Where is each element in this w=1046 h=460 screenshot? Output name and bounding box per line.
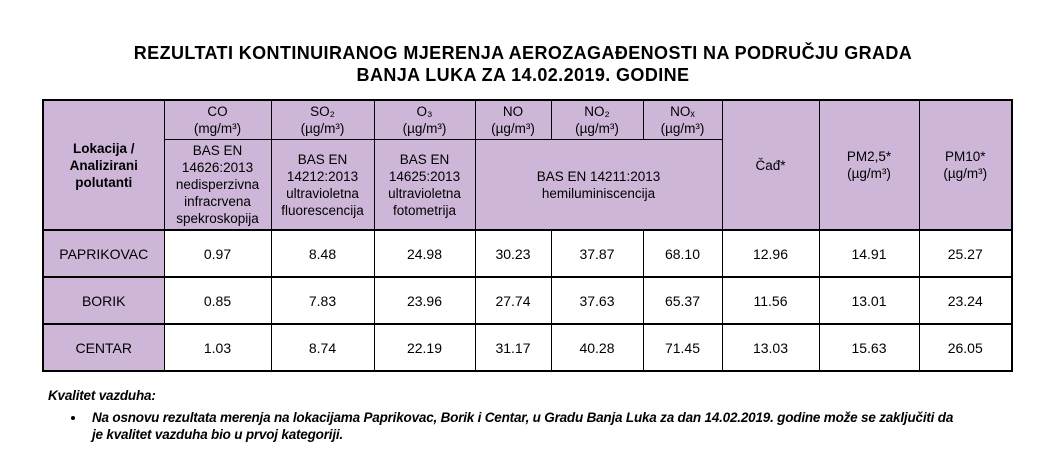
pollutant-unit: (µg/m³) — [660, 121, 705, 136]
pollutant-unit: (µg/m³) — [491, 121, 535, 136]
col-header-cadj: Čađ* — [721, 99, 820, 231]
pollutant-unit: (mg/m³) — [193, 121, 242, 136]
value-cell: 30.23 — [474, 229, 552, 278]
value-cell: 25.27 — [918, 229, 1013, 278]
pollutant-unit: (µg/m³) — [402, 121, 447, 136]
value-cell: 23.96 — [373, 276, 476, 325]
method-cell-nox-group: BAS EN 14211:2013 hemiluminiscencija — [474, 139, 723, 231]
table-row-centar: CENTAR 1.03 8.74 22.19 31.17 40.28 71.45… — [42, 323, 1013, 372]
value-cell: 13.01 — [818, 276, 920, 325]
air-quality-table: Lokacija / Analizirani polutanti CO (mg/… — [42, 99, 1013, 372]
value-cell: 23.24 — [918, 276, 1013, 325]
value-cell: 0.85 — [163, 276, 272, 325]
pollutant-unit: (µg/m³) — [300, 121, 345, 136]
pollutant-name: NO₂ — [584, 104, 610, 119]
method-text: BAS EN 14211:2013 hemiluminiscencija — [536, 168, 661, 201]
col-header-co: CO (mg/m³) — [163, 99, 272, 140]
pollutant-name: NOₓ — [670, 104, 695, 119]
summary-list: Na osnovu rezultata merenja na lokacijam… — [48, 409, 1046, 443]
location-cell: BORIK — [42, 276, 165, 325]
value-cell: 26.05 — [918, 323, 1013, 372]
value-cell: 14.91 — [818, 229, 920, 278]
method-cell-co: BAS EN 14626:2013 nedisperzivna infracrv… — [163, 139, 272, 231]
value-cell: 8.48 — [270, 229, 375, 278]
pollutant-name: PM10* — [944, 149, 986, 164]
summary-heading: Kvalitet vazduha: — [48, 388, 156, 403]
value-cell: 40.28 — [550, 323, 644, 372]
pollutant-unit: (µg/m³) — [847, 166, 891, 181]
col-header-nox: NOₓ (µg/m³) — [642, 99, 723, 140]
page-title-line-2: BANJA LUKA ZA 14.02.2019. GODINE — [356, 65, 690, 85]
col-header-pm10: PM10* (µg/m³) — [918, 99, 1013, 231]
value-cell: 27.74 — [474, 276, 552, 325]
col-header-no2: NO₂ (µg/m³) — [550, 99, 644, 140]
value-cell: 15.63 — [818, 323, 920, 372]
page-title-line-1: REZULTATI KONTINUIRANOG MJERENJA AEROZAG… — [133, 43, 913, 63]
location-cell: CENTAR — [42, 323, 165, 372]
value-cell: 11.56 — [721, 276, 820, 325]
method-cell-so2: BAS EN 14212:2013 ultravioletna fluoresc… — [270, 139, 375, 231]
table-row-paprikovac: PAPRIKOVAC 0.97 8.48 24.98 30.23 37.87 6… — [42, 229, 1013, 278]
air-quality-summary: Kvalitet vazduha: Na osnovu rezultata me… — [48, 387, 1046, 443]
pollutant-name: PM2,5* — [846, 149, 892, 164]
value-cell: 37.87 — [550, 229, 644, 278]
value-cell: 68.10 — [642, 229, 723, 278]
page-title: REZULTATI KONTINUIRANOG MJERENJA AEROZAG… — [0, 0, 1046, 86]
table-row-borik: BORIK 0.85 7.83 23.96 27.74 37.63 65.37 … — [42, 276, 1013, 325]
value-cell: 65.37 — [642, 276, 723, 325]
col-header-o3: O₃ (µg/m³) — [373, 99, 476, 140]
summary-bullet: Na osnovu rezultata merenja na lokacijam… — [86, 409, 966, 443]
col-header-pm25: PM2,5* (µg/m³) — [818, 99, 920, 231]
value-cell: 24.98 — [373, 229, 476, 278]
value-cell: 8.74 — [270, 323, 375, 372]
method-cell-o3: BAS EN 14625:2013 ultravioletna fotometr… — [373, 139, 476, 231]
value-cell: 7.83 — [270, 276, 375, 325]
value-cell: 13.03 — [721, 323, 820, 372]
value-cell: 37.63 — [550, 276, 644, 325]
value-cell: 0.97 — [163, 229, 272, 278]
col-header-no: NO (µg/m³) — [474, 99, 552, 140]
pollutant-name: Čađ* — [755, 157, 786, 173]
col-header-so2: SO₂ (µg/m³) — [270, 99, 375, 140]
pollutant-name: SO₂ — [310, 104, 335, 119]
value-cell: 71.45 — [642, 323, 723, 372]
value-cell: 22.19 — [373, 323, 476, 372]
location-cell: PAPRIKOVAC — [42, 229, 165, 278]
value-cell: 12.96 — [721, 229, 820, 278]
pollutant-name: NO — [502, 104, 524, 119]
pollutant-unit: (µg/m³) — [943, 166, 988, 181]
value-cell: 31.17 — [474, 323, 552, 372]
value-cell: 1.03 — [163, 323, 272, 372]
pollutant-name: O₃ — [416, 104, 433, 119]
pollutant-unit: (µg/m³) — [575, 121, 619, 136]
pollutant-name: CO — [207, 104, 228, 119]
corner-header: Lokacija / Analizirani polutanti — [42, 99, 165, 231]
